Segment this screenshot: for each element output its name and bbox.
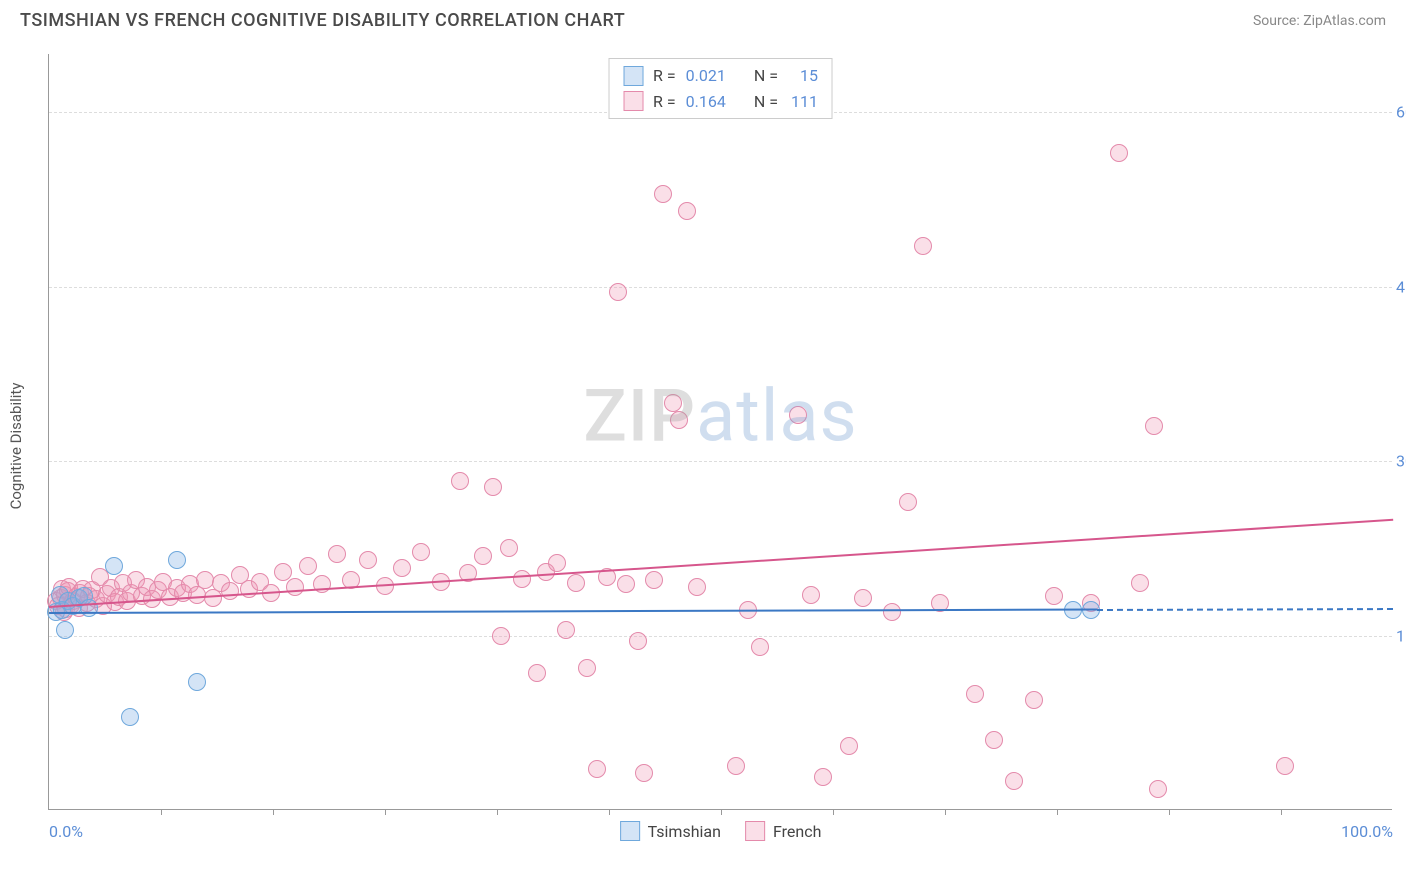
point-french <box>670 411 688 429</box>
point-french <box>474 547 492 565</box>
legend-label-tsimshian: Tsimshian <box>648 822 721 841</box>
point-french <box>567 574 585 592</box>
stats-row-french: R = 0.164 N = 111 <box>623 89 818 115</box>
point-tsimshian <box>168 551 186 569</box>
point-french <box>609 283 627 301</box>
point-french <box>500 539 518 557</box>
point-french <box>1025 691 1043 709</box>
point-french <box>802 586 820 604</box>
y-tick-label: 15.0% <box>1388 626 1406 645</box>
point-french <box>654 185 672 203</box>
trend-extension <box>1097 608 1393 611</box>
point-french <box>1149 780 1167 798</box>
x-tick <box>1057 809 1058 815</box>
point-french <box>678 202 696 220</box>
point-french <box>840 737 858 755</box>
point-french <box>328 545 346 563</box>
point-french <box>966 685 984 703</box>
gridline <box>49 636 1392 637</box>
x-tick <box>833 809 834 815</box>
point-french <box>548 554 566 572</box>
point-french <box>588 760 606 778</box>
scatter-chart: ZIPatlas R = 0.021 N = 15 R = 0.164 N = … <box>48 54 1392 810</box>
x-tick <box>721 809 722 815</box>
point-french <box>1045 587 1063 605</box>
x-tick <box>497 809 498 815</box>
point-french <box>286 578 304 596</box>
series-legend: Tsimshian French <box>620 821 822 841</box>
point-french <box>617 575 635 593</box>
legend-item-french: French <box>745 821 821 841</box>
point-french <box>883 603 901 621</box>
point-french <box>451 472 469 490</box>
point-french <box>1276 757 1294 775</box>
point-french <box>751 638 769 656</box>
point-french <box>664 394 682 412</box>
point-french <box>274 563 292 581</box>
x-tick <box>161 809 162 815</box>
point-french <box>899 493 917 511</box>
point-french <box>513 570 531 588</box>
watermark: ZIPatlas <box>583 374 857 459</box>
point-french <box>557 621 575 639</box>
stats-legend: R = 0.021 N = 15 R = 0.164 N = 111 <box>608 58 833 119</box>
point-french <box>196 571 214 589</box>
legend-label-french: French <box>773 822 821 841</box>
point-french <box>629 632 647 650</box>
y-tick-label: 60.0% <box>1388 103 1406 122</box>
point-tsimshian <box>188 673 206 691</box>
point-french <box>814 768 832 786</box>
point-french <box>727 757 745 775</box>
point-tsimshian <box>121 708 139 726</box>
point-french <box>914 237 932 255</box>
point-tsimshian <box>105 557 123 575</box>
point-french <box>578 659 596 677</box>
swatch-tsimshian <box>623 66 643 86</box>
x-tick <box>609 809 610 815</box>
point-french <box>635 764 653 782</box>
y-tick-label: 45.0% <box>1388 277 1406 296</box>
point-french <box>789 406 807 424</box>
swatch-french-icon <box>745 821 765 841</box>
point-tsimshian <box>56 621 74 639</box>
x-tick-label: 0.0% <box>49 822 83 841</box>
x-tick-label: 100.0% <box>1341 822 1393 841</box>
point-french <box>484 478 502 496</box>
point-french <box>299 557 317 575</box>
swatch-french <box>623 91 643 111</box>
chart-title: TSIMSHIAN VS FRENCH COGNITIVE DISABILITY… <box>20 10 625 31</box>
point-french <box>221 582 239 600</box>
swatch-tsimshian-icon <box>620 821 640 841</box>
x-tick <box>273 809 274 815</box>
point-french <box>359 551 377 569</box>
point-french <box>688 578 706 596</box>
point-french <box>985 731 1003 749</box>
point-french <box>412 543 430 561</box>
gridline <box>49 287 1392 288</box>
x-tick <box>945 809 946 815</box>
point-french <box>1131 574 1149 592</box>
gridline <box>49 461 1392 462</box>
point-french <box>1005 772 1023 790</box>
point-french <box>1110 144 1128 162</box>
source-label: Source: ZipAtlas.com <box>1253 13 1386 29</box>
point-french <box>1145 417 1163 435</box>
point-french <box>528 664 546 682</box>
legend-item-tsimshian: Tsimshian <box>620 821 721 841</box>
point-french <box>645 571 663 589</box>
x-tick <box>1281 809 1282 815</box>
point-french <box>492 627 510 645</box>
point-tsimshian <box>80 599 98 617</box>
point-french <box>854 589 872 607</box>
y-tick-label: 30.0% <box>1388 452 1406 471</box>
x-tick <box>385 809 386 815</box>
y-axis-title: Cognitive Disability <box>7 383 25 510</box>
x-tick <box>1169 809 1170 815</box>
point-french <box>393 559 411 577</box>
stats-row-tsimshian: R = 0.021 N = 15 <box>623 63 818 89</box>
